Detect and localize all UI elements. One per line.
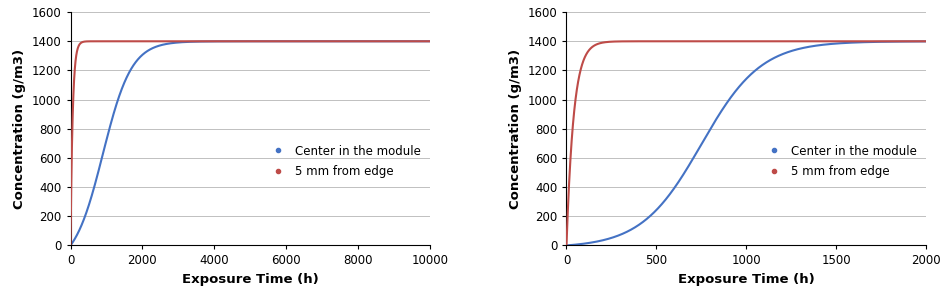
X-axis label: Exposure Time (h): Exposure Time (h)	[181, 273, 319, 286]
Y-axis label: Concentration (g/m3): Concentration (g/m3)	[13, 49, 26, 209]
Legend: Center in the module, 5 mm from edge: Center in the module, 5 mm from edge	[262, 141, 424, 181]
Legend: Center in the module, 5 mm from edge: Center in the module, 5 mm from edge	[759, 141, 920, 181]
X-axis label: Exposure Time (h): Exposure Time (h)	[678, 273, 815, 286]
Y-axis label: Concentration (g/m3): Concentration (g/m3)	[509, 49, 522, 209]
